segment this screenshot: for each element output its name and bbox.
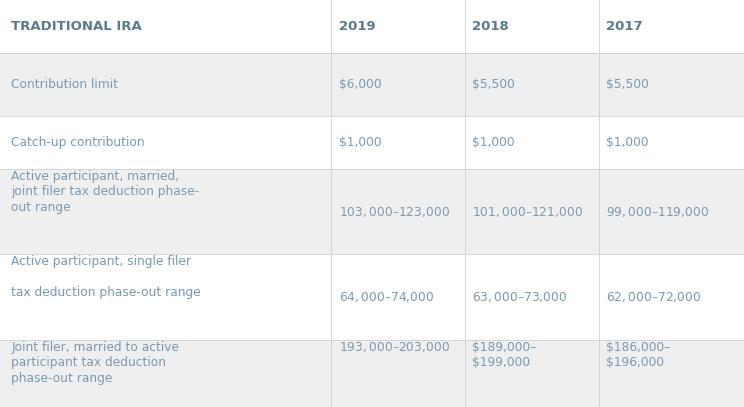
Bar	[0, 0, 744, 53]
Bar	[0, 340, 744, 407]
Text: phase-out range: phase-out range	[11, 372, 112, 385]
Text: $196,000: $196,000	[606, 356, 664, 369]
Text: $1,000: $1,000	[472, 136, 515, 149]
Bar	[0, 254, 744, 340]
Text: Contribution limit: Contribution limit	[11, 78, 118, 91]
Text: $64,000–$74,000: $64,000–$74,000	[339, 290, 434, 304]
Text: $103,000–$123,000: $103,000–$123,000	[339, 205, 449, 219]
Text: $99,000–$119,000: $99,000–$119,000	[606, 205, 710, 219]
Text: Catch-up contribution: Catch-up contribution	[11, 136, 145, 149]
Bar	[0, 116, 744, 169]
Text: $186,000–: $186,000–	[606, 341, 671, 354]
Text: $62,000–$72,000: $62,000–$72,000	[606, 290, 702, 304]
Text: Joint filer, married to active: Joint filer, married to active	[11, 341, 179, 354]
Text: $189,000–: $189,000–	[472, 341, 537, 354]
Text: 2019: 2019	[339, 20, 375, 33]
Text: joint filer tax deduction phase-: joint filer tax deduction phase-	[11, 185, 199, 198]
Text: $1,000: $1,000	[339, 136, 381, 149]
Text: Active participant, single filer: Active participant, single filer	[11, 255, 191, 268]
Text: $1,000: $1,000	[606, 136, 649, 149]
Text: TRADITIONAL IRA: TRADITIONAL IRA	[11, 20, 142, 33]
Bar	[0, 53, 744, 116]
Text: $101,000–$121,000: $101,000–$121,000	[472, 205, 583, 219]
Text: $193,000–$203,000: $193,000–$203,000	[339, 340, 449, 354]
Text: $63,000–$73,000: $63,000–$73,000	[472, 290, 568, 304]
Text: tax deduction phase-out range: tax deduction phase-out range	[11, 286, 201, 299]
Text: 2017: 2017	[606, 20, 643, 33]
Text: Active participant, married,: Active participant, married,	[11, 170, 179, 183]
Text: 2018: 2018	[472, 20, 509, 33]
Text: $5,500: $5,500	[606, 78, 650, 91]
Text: $199,000: $199,000	[472, 356, 530, 369]
Text: $5,500: $5,500	[472, 78, 516, 91]
Bar	[0, 169, 744, 254]
Text: $6,000: $6,000	[339, 78, 381, 91]
Text: participant tax deduction: participant tax deduction	[11, 356, 166, 369]
Text: out range: out range	[11, 201, 71, 214]
